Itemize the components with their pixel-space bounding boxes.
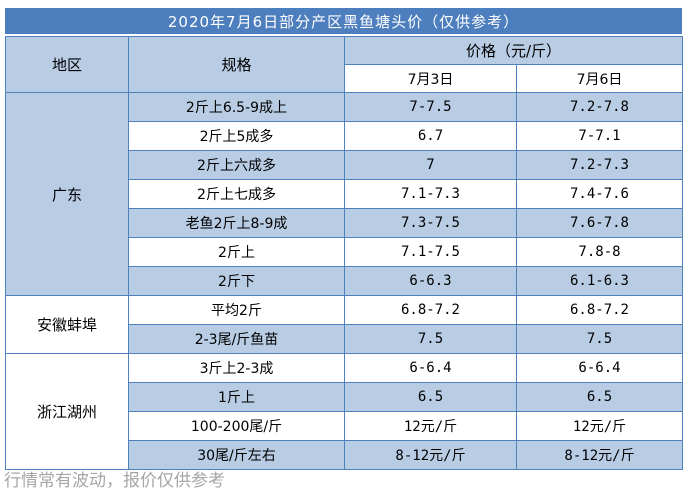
- price-jul3-cell: 6.5: [344, 382, 517, 412]
- header-price-group: 价格（元/斤）: [344, 36, 683, 65]
- table-row: 2斤上5成多 6.7 7-7.1: [6, 121, 683, 151]
- price-jul3-cell: 6-6.4: [344, 353, 517, 383]
- price-jul6-cell: 7.6-7.8: [516, 208, 683, 238]
- price-table: 地区 规格 价格（元/斤） 7月3日 7月6日 广东 2斤上6.5-9成上 7-…: [5, 36, 683, 470]
- price-jul6-cell: 6.5: [516, 382, 683, 412]
- spec-cell: 2斤上: [128, 237, 345, 267]
- header-row-2: 7月3日 7月6日: [6, 64, 683, 93]
- table-row: 2斤上 7.1-7.5 7.8-8: [6, 237, 683, 267]
- page-title: 2020年7月6日部分产区黑鱼塘头价（仅供参考）: [167, 12, 520, 31]
- price-jul6-cell: 7.2-7.8: [516, 92, 683, 122]
- price-jul6-cell: 7.5: [516, 324, 683, 354]
- header-row-1: 地区 规格 价格（元/斤）: [5, 36, 683, 93]
- spec-cell: 2斤上七成多: [128, 179, 345, 209]
- spec-cell: 老鱼2斤上8-9成: [128, 208, 345, 238]
- price-jul6-cell: 8-12元/斤: [516, 440, 683, 470]
- price-jul3-cell: 8-12元/斤: [344, 440, 517, 470]
- spec-cell: 2斤上6.5-9成上: [128, 92, 345, 122]
- price-jul6-cell: 7-7.1: [516, 121, 683, 151]
- header-date-jul3: 7月3日: [344, 64, 517, 93]
- spec-cell: 3斤上2-3成: [128, 353, 345, 383]
- price-jul6-cell: 6-6.4: [516, 353, 683, 383]
- price-jul6-cell: 7.8-8: [516, 237, 683, 267]
- spec-cell: 100-200尾/斤: [128, 411, 345, 441]
- spec-cell: 1斤上: [128, 382, 345, 412]
- price-jul6-cell: 6.1-6.3: [516, 266, 683, 296]
- price-jul3-cell: 6.7: [344, 121, 517, 151]
- table-row: 1斤上 6.5 6.5: [6, 382, 683, 412]
- spec-cell: 2斤上六成多: [128, 150, 345, 180]
- spec-cell: 2斤下: [128, 266, 345, 296]
- table-row: 2-3尾/斤鱼苗 7.5 7.5: [6, 324, 683, 354]
- spec-cell: 2斤上5成多: [128, 121, 345, 151]
- table-row: 2斤上六成多 7 7.2-7.3: [6, 150, 683, 180]
- region-cell-anhui-bengbu: 安徽蚌埠: [5, 295, 129, 354]
- price-jul3-cell: 7.1-7.3: [344, 179, 517, 209]
- spec-cell: 2-3尾/斤鱼苗: [128, 324, 345, 354]
- header-region: 地区: [5, 36, 129, 93]
- price-jul3-cell: 6.8-7.2: [344, 295, 517, 325]
- price-jul6-cell: 12元/斤: [516, 411, 683, 441]
- table-row: 广东 2斤上6.5-9成上 7-7.5 7.2-7.8: [5, 92, 683, 296]
- table-row: 浙江湖州 3斤上2-3成 6-6.4 6-6.4: [5, 353, 683, 470]
- price-jul6-cell: 6.8-7.2: [516, 295, 683, 325]
- price-jul3-cell: 12元/斤: [344, 411, 517, 441]
- region-cell-zhejiang-huzhou: 浙江湖州: [5, 353, 129, 470]
- table-row: 2斤下 6-6.3 6.1-6.3: [6, 266, 683, 296]
- header-spec: 规格: [128, 36, 345, 93]
- price-jul3-cell: 7.5: [344, 324, 517, 354]
- title-bar: 2020年7月6日部分产区黑鱼塘头价（仅供参考）: [5, 8, 682, 34]
- region-cell-guangdong: 广东: [5, 92, 129, 296]
- table-row: 100-200尾/斤 12元/斤 12元/斤: [6, 411, 683, 441]
- spec-cell: 平均2斤: [128, 295, 345, 325]
- price-jul3-cell: 6-6.3: [344, 266, 517, 296]
- price-jul3-cell: 7.3-7.5: [344, 208, 517, 238]
- footer-note: 行情常有波动，报价仅供参考: [4, 471, 225, 491]
- header-date-jul6: 7月6日: [516, 64, 683, 93]
- price-jul3-cell: 7-7.5: [344, 92, 517, 122]
- price-jul3-cell: 7.1-7.5: [344, 237, 517, 267]
- table-row: 30尾/斤左右 8-12元/斤 8-12元/斤: [6, 440, 683, 470]
- spec-cell: 30尾/斤左右: [128, 440, 345, 470]
- price-jul6-cell: 7.4-7.6: [516, 179, 683, 209]
- price-jul3-cell: 7: [344, 150, 517, 180]
- table-row: 安徽蚌埠 平均2斤 6.8-7.2 6.8-7.2: [5, 295, 683, 354]
- price-jul6-cell: 7.2-7.3: [516, 150, 683, 180]
